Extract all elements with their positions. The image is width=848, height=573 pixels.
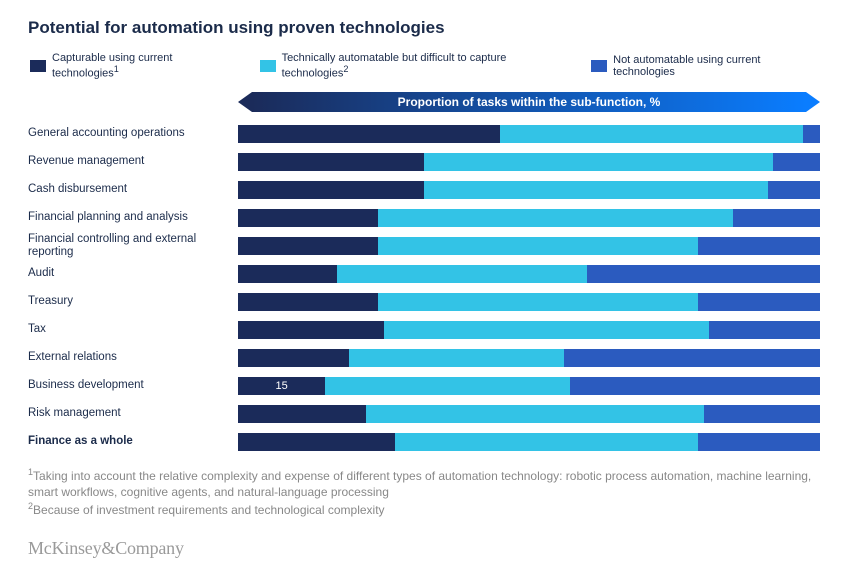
row-bar bbox=[238, 405, 820, 423]
bar-segment bbox=[238, 321, 384, 339]
legend-swatch bbox=[30, 60, 46, 72]
legend-label: Capturable using current technologies1 bbox=[52, 52, 238, 80]
bar-segment bbox=[238, 209, 378, 227]
row-label: Risk management bbox=[28, 407, 238, 420]
bar-segment bbox=[238, 125, 500, 143]
bar-segment bbox=[564, 349, 820, 367]
chart-row: Finance as a whole bbox=[28, 430, 820, 454]
chart-row: Financial planning and analysis bbox=[28, 206, 820, 230]
bar-segment bbox=[587, 265, 820, 283]
row-bar bbox=[238, 181, 820, 199]
bar-segment bbox=[238, 433, 395, 451]
bar-segment bbox=[238, 153, 424, 171]
row-bar bbox=[238, 209, 820, 227]
chart-row: External relations bbox=[28, 346, 820, 370]
bar-segment bbox=[238, 349, 349, 367]
chart-row: Audit bbox=[28, 262, 820, 286]
chart-row: Cash disbursement bbox=[28, 178, 820, 202]
row-label: Financial planning and analysis bbox=[28, 211, 238, 224]
bar-segment bbox=[349, 349, 564, 367]
bar-segment bbox=[698, 293, 820, 311]
bar-segment bbox=[803, 125, 820, 143]
row-bar bbox=[238, 349, 820, 367]
axis-label-bar: Proportion of tasks within the sub-funct… bbox=[252, 92, 806, 112]
axis-arrow-right bbox=[806, 92, 820, 112]
row-bar bbox=[238, 153, 820, 171]
row-bar bbox=[238, 237, 820, 255]
stacked-bar-chart: General accounting operations Revenue man… bbox=[28, 122, 820, 454]
legend: Capturable using current technologies1 Te… bbox=[30, 52, 820, 80]
axis-arrow-left bbox=[238, 92, 252, 112]
bar-segment bbox=[424, 153, 773, 171]
chart-row: Tax bbox=[28, 318, 820, 342]
bar-segment bbox=[378, 237, 698, 255]
footnotes: 1Taking into account the relative comple… bbox=[28, 466, 820, 519]
row-label: Tax bbox=[28, 323, 238, 336]
bar-segment bbox=[384, 321, 710, 339]
bar-segment bbox=[733, 209, 820, 227]
row-bar: 15 bbox=[238, 377, 820, 395]
row-label: Treasury bbox=[28, 295, 238, 308]
legend-label: Technically automatable but difficult to… bbox=[282, 52, 570, 80]
chart-row: Business development 15 bbox=[28, 374, 820, 398]
bar-segment bbox=[773, 153, 820, 171]
row-bar bbox=[238, 321, 820, 339]
bar-segment bbox=[698, 237, 820, 255]
chart-row: Treasury bbox=[28, 290, 820, 314]
footnote-2: 2Because of investment requirements and … bbox=[28, 500, 820, 518]
bar-segment bbox=[238, 265, 337, 283]
bar-segment bbox=[704, 405, 820, 423]
row-label: Audit bbox=[28, 267, 238, 280]
row-bar bbox=[238, 125, 820, 143]
bar-segment bbox=[238, 181, 424, 199]
legend-label: Not automatable using current technologi… bbox=[613, 54, 820, 78]
segment-value-label: 15 bbox=[276, 380, 288, 392]
page-title: Potential for automation using proven te… bbox=[28, 18, 820, 38]
bar-segment bbox=[424, 181, 767, 199]
legend-item: Technically automatable but difficult to… bbox=[260, 52, 570, 80]
legend-item: Not automatable using current technologi… bbox=[591, 52, 820, 80]
row-label: Finance as a whole bbox=[28, 435, 238, 448]
legend-swatch bbox=[591, 60, 607, 72]
row-label: Revenue management bbox=[28, 155, 238, 168]
row-label: Financial controlling and external repor… bbox=[28, 233, 238, 258]
bar-segment bbox=[238, 405, 366, 423]
bar-segment bbox=[337, 265, 587, 283]
bar-segment bbox=[238, 237, 378, 255]
bar-segment bbox=[395, 433, 698, 451]
row-label: General accounting operations bbox=[28, 127, 238, 140]
axis-label: Proportion of tasks within the sub-funct… bbox=[398, 95, 661, 109]
bar-segment bbox=[378, 209, 733, 227]
bar-segment bbox=[570, 377, 820, 395]
legend-item: Capturable using current technologies1 bbox=[30, 52, 238, 80]
bar-segment bbox=[768, 181, 820, 199]
bar-segment bbox=[378, 293, 698, 311]
row-label: External relations bbox=[28, 351, 238, 364]
row-bar bbox=[238, 433, 820, 451]
bar-segment: 15 bbox=[238, 377, 325, 395]
bar-segment bbox=[698, 433, 820, 451]
chart-row: General accounting operations bbox=[28, 122, 820, 146]
bar-segment bbox=[500, 125, 803, 143]
bar-segment bbox=[238, 293, 378, 311]
row-label: Business development bbox=[28, 379, 238, 392]
branding-logo: McKinsey&Company bbox=[28, 538, 184, 559]
bar-segment bbox=[325, 377, 569, 395]
row-bar bbox=[238, 293, 820, 311]
row-bar bbox=[238, 265, 820, 283]
chart-row: Risk management bbox=[28, 402, 820, 426]
row-label: Cash disbursement bbox=[28, 183, 238, 196]
bar-segment bbox=[366, 405, 704, 423]
axis-band: Proportion of tasks within the sub-funct… bbox=[238, 90, 820, 114]
legend-swatch bbox=[260, 60, 276, 72]
chart-row: Revenue management bbox=[28, 150, 820, 174]
footnote-1: 1Taking into account the relative comple… bbox=[28, 466, 820, 500]
chart-row: Financial controlling and external repor… bbox=[28, 234, 820, 258]
bar-segment bbox=[709, 321, 820, 339]
